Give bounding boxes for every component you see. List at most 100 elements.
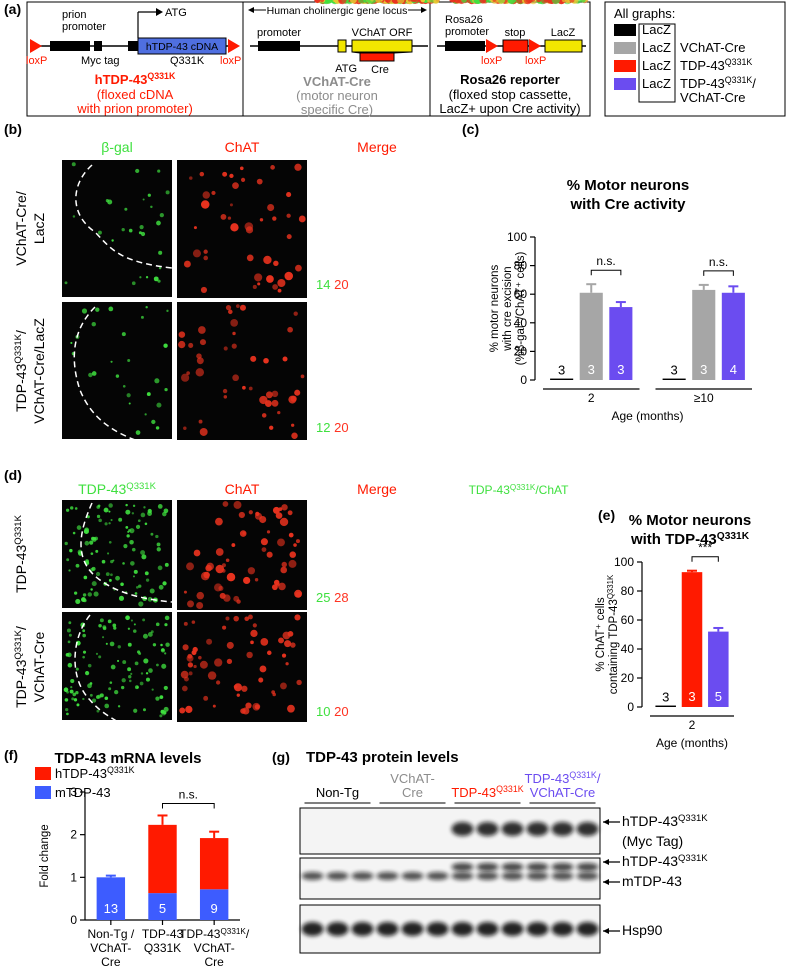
row-label: TDP-43Q331K/	[13, 330, 30, 412]
superscript: Q331K	[220, 927, 246, 936]
panel-frame	[26, 1, 591, 117]
cell	[140, 672, 144, 675]
text-part: 12	[316, 420, 330, 435]
sample-size: 3	[688, 689, 695, 704]
cell	[266, 650, 272, 656]
cell	[163, 343, 168, 348]
bar-segment	[148, 893, 177, 920]
cell	[145, 306, 148, 309]
cell	[286, 213, 291, 218]
legend-marker: LacZ	[642, 58, 671, 73]
significance-label: n.s.	[596, 254, 615, 268]
y-tick-label: 20	[621, 671, 635, 685]
arrowhead-marker	[526, 567, 535, 575]
cell	[109, 641, 115, 647]
cell	[233, 683, 243, 692]
y-axis-label: % motor neurons	[489, 264, 501, 352]
cell	[278, 582, 286, 591]
legend-marker: LacZ	[642, 40, 671, 55]
bar	[662, 378, 686, 380]
band	[576, 863, 599, 871]
label: Cre	[371, 64, 389, 76]
cell	[295, 264, 302, 272]
cell	[134, 685, 139, 690]
cell	[89, 693, 93, 697]
cell	[188, 671, 193, 676]
cell	[157, 279, 161, 283]
cell	[82, 655, 85, 659]
cell	[561, 0, 567, 3]
cell	[199, 339, 207, 346]
cell	[259, 665, 267, 673]
cell	[246, 651, 253, 659]
label: stop	[505, 27, 526, 39]
cell	[110, 573, 113, 577]
legend-swatch	[614, 42, 636, 54]
bar	[692, 289, 716, 380]
cell	[95, 571, 101, 577]
cell	[288, 532, 294, 538]
label: hTDP-43 cDNA	[146, 41, 218, 53]
cell	[122, 660, 127, 665]
cell	[222, 625, 227, 630]
cell	[232, 331, 236, 336]
cell	[287, 510, 293, 516]
cell	[152, 643, 157, 647]
cell	[186, 562, 194, 571]
cell	[66, 712, 69, 716]
cell	[279, 517, 289, 527]
cell	[121, 332, 126, 337]
cell	[97, 694, 102, 699]
cell	[125, 525, 129, 529]
cell	[289, 551, 297, 558]
cell	[108, 540, 112, 544]
superscript: Q331K	[510, 483, 536, 492]
cell	[278, 507, 283, 512]
cell	[126, 393, 131, 398]
cell	[233, 500, 242, 509]
arrowhead-marker	[502, 510, 511, 518]
band	[476, 872, 499, 880]
cell	[546, 0, 554, 4]
y-axis-label: Fold change	[39, 824, 51, 887]
x-tick-label: TDP-43Q331K/	[179, 927, 250, 942]
y-tick-label: 60	[621, 613, 635, 627]
band-label: hTDP-43Q331K	[622, 813, 708, 830]
cell	[239, 166, 244, 171]
cell	[142, 618, 146, 622]
row-label: TDP-43Q331K	[13, 514, 30, 593]
cell	[375, 0, 381, 3]
cell	[160, 648, 166, 653]
cell	[99, 618, 104, 623]
band	[476, 822, 499, 836]
cell	[200, 286, 208, 294]
cell	[130, 561, 135, 566]
band	[501, 822, 524, 836]
band	[501, 863, 524, 871]
cell	[98, 655, 102, 659]
cell	[72, 692, 77, 697]
superscript: Q331K	[725, 57, 753, 67]
scale-bar-label: 100 µm	[545, 706, 585, 720]
bar	[708, 631, 729, 707]
x-tick-label: 2	[689, 718, 696, 732]
superscript: Q331K	[717, 531, 750, 542]
cell	[265, 391, 273, 399]
label: promoter	[62, 21, 106, 33]
cell	[89, 540, 94, 545]
cell	[287, 326, 293, 333]
text-part: TDP-43	[78, 481, 126, 497]
arrowhead-marker	[499, 542, 508, 550]
cell	[96, 514, 101, 519]
band	[451, 872, 474, 880]
arrowhead	[603, 879, 609, 885]
x-tick-label: TDP-43	[142, 927, 184, 941]
cell	[183, 590, 187, 594]
cell	[290, 395, 297, 402]
text-part: hTDP-43	[622, 813, 678, 829]
cell	[97, 504, 101, 508]
text-part: hTDP-43	[622, 853, 678, 869]
cell	[130, 672, 133, 675]
cell	[164, 388, 168, 392]
cell	[523, 0, 533, 5]
